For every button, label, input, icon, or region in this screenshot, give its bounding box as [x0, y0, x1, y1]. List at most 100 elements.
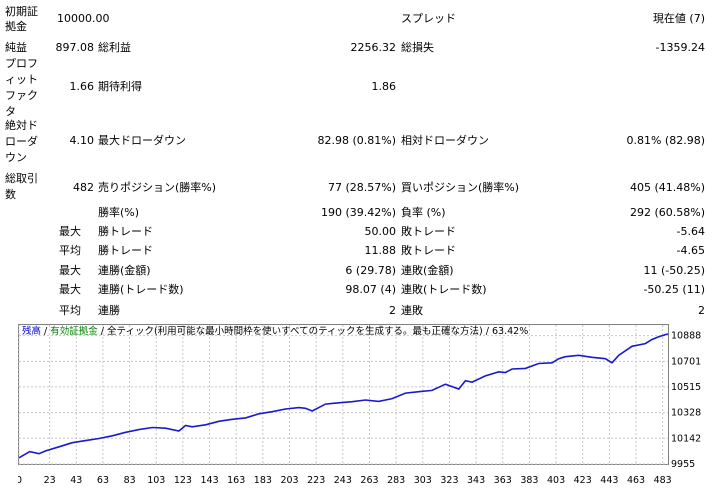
max-consecutive-profit-win-label: 連勝(トレード数): [98, 283, 184, 296]
x-tick-label: 163: [227, 475, 245, 486]
legend-model: 全ティック(利用可能な最小時間枠を使いすべてのティックを生成する。最も正確な方法…: [107, 326, 483, 337]
max-consecutive-win-label: 連勝(金額): [98, 264, 151, 277]
x-tick-label: 263: [360, 475, 378, 486]
max-consecutive-profit-win-value: 98.07 (4): [345, 283, 396, 296]
average-win-label: 勝トレード: [98, 244, 153, 257]
x-tick-label: 443: [600, 475, 618, 486]
avg-consecutive-win-value: 2: [389, 304, 396, 317]
gross-loss-label: 総損失: [401, 41, 434, 54]
avg-consecutive-prefix: 平均: [59, 304, 81, 317]
x-tick-label: 103: [147, 475, 165, 486]
x-tick-label: 383: [520, 475, 538, 486]
gross-profit-value: 2256.32: [350, 41, 397, 54]
long-positions-label: 買いポジション(勝率%): [401, 181, 520, 194]
long-positions-value: 405 (41.48%): [629, 181, 705, 194]
expected-payoff-value: 1.86: [371, 80, 397, 93]
loss-rate-value: 292 (60.58%): [629, 206, 705, 219]
absolute-drawdown-value: 4.10: [69, 134, 95, 147]
max-consecutive-profit-loss-value: -50.25 (11): [643, 283, 705, 296]
avg-consecutive-loss-value: 2: [698, 304, 705, 317]
short-positions-label: 売りポジション(勝率%): [98, 181, 217, 194]
relative-drawdown-value: 0.81% (82.98): [626, 134, 705, 147]
x-tick-label: 323: [440, 475, 458, 486]
x-tick-label: 283: [387, 475, 405, 486]
absolute-drawdown-label: 絶対ドローダウン: [5, 119, 38, 164]
y-tick-label: 9955: [671, 459, 695, 470]
x-tick-label: 203: [280, 475, 298, 486]
grid-layer: [18, 325, 668, 465]
max-consecutive-prefix: 最大: [59, 264, 81, 277]
net-profit-value: 897.08: [55, 41, 95, 54]
profit-factor-value: 1.66: [69, 80, 95, 93]
short-positions-value: 77 (28.57%): [327, 181, 396, 194]
x-tick-label: 83: [124, 475, 136, 486]
largest-loss-value: -5.64: [676, 225, 705, 238]
gross-profit-label: 総利益: [98, 41, 131, 54]
largest-win-label: 勝トレード: [98, 225, 153, 238]
x-tick-label: 23: [44, 475, 56, 486]
gross-loss-value: -1359.24: [655, 41, 705, 54]
expected-payoff-label: 期待利得: [98, 80, 142, 93]
relative-drawdown-label: 相対ドローダウン: [401, 134, 489, 147]
x-tick-label: 423: [574, 475, 592, 486]
y-tick-label: 10888: [671, 331, 701, 342]
total-trades-value: 482: [73, 181, 94, 194]
x-tick-label: 463: [627, 475, 645, 486]
average-win-value: 11.88: [364, 244, 397, 257]
x-tick-label: 183: [254, 475, 272, 486]
y-tick-label: 10328: [671, 408, 701, 419]
initial-deposit-value: 10000.00: [57, 12, 110, 25]
max-consecutive-profit-prefix: 最大: [59, 283, 81, 296]
balance-series-line: [18, 333, 669, 459]
legend-separator-2: /: [97, 326, 108, 337]
legend-separator-3: /: [482, 326, 493, 337]
x-tick-label: 343: [467, 475, 485, 486]
x-tick-label: 123: [174, 475, 192, 486]
y-tick-layer: 9955 10142 10328 10515 10701 10888: [671, 331, 701, 470]
x-tick-label: 403: [547, 475, 565, 486]
x-tick-layer: 0 23 43 63 83 103 123 143 163 183 203 223 243 263 283 3…: [18, 475, 672, 486]
legend-balance: 残高: [22, 326, 42, 337]
x-tick-label: 43: [70, 475, 82, 486]
legend-equity: 有効証拠金: [50, 326, 98, 337]
avg-consecutive-win-label: 連勝: [98, 304, 120, 317]
x-tick-label: 483: [654, 475, 672, 486]
spread-value: 現在値 (7): [652, 12, 705, 25]
x-tick-label: 0: [18, 475, 22, 486]
x-tick-label: 143: [200, 475, 218, 486]
y-tick-label: 10142: [671, 433, 701, 444]
win-rate-label: 勝率(%): [98, 206, 140, 219]
x-tick-label: 63: [97, 475, 109, 486]
balance-chart-svg: 0 23 43 63 83 103 123 143 163 183 203 223 243 263 283 3…: [18, 324, 701, 486]
legend-separator-1: /: [41, 326, 51, 337]
legend-quality: 63.42%: [492, 326, 529, 337]
average-loss-value: -4.65: [676, 244, 705, 257]
x-tick-label: 223: [307, 475, 325, 486]
avg-consecutive-loss-label: 連敗: [401, 304, 423, 317]
loss-rate-label: 負率 (%): [401, 206, 446, 219]
y-tick-label: 10515: [671, 382, 701, 393]
plot-frame: [18, 324, 669, 465]
initial-deposit-label: 初期証拠金: [5, 5, 38, 33]
balance-chart: 0 23 43 63 83 103 123 143 163 183 203 223 243 263 283 3…: [18, 324, 719, 490]
largest-prefix: 最大: [59, 225, 81, 238]
x-tick-label: 243: [334, 475, 352, 486]
maximal-drawdown-label: 最大ドローダウン: [98, 134, 186, 147]
average-prefix: 平均: [59, 244, 81, 257]
average-loss-label: 敗トレード: [401, 244, 456, 257]
max-consecutive-loss-value: 11 (-50.25): [643, 264, 705, 277]
x-tick-label: 363: [494, 475, 512, 486]
net-profit-label: 純益: [5, 41, 27, 54]
max-consecutive-profit-loss-label: 連敗(トレード数): [401, 283, 487, 296]
line-layer: [18, 333, 669, 459]
profit-factor-label: プロフィットファクタ: [5, 57, 38, 118]
spread-label: スプレッド: [401, 12, 456, 25]
win-rate-value: 190 (39.42%): [320, 206, 396, 219]
max-consecutive-win-value: 6 (29.78): [345, 264, 396, 277]
x-tick-label: 303: [414, 475, 432, 486]
largest-win-value: 50.00: [364, 225, 397, 238]
y-tick-label: 10701: [671, 356, 701, 367]
total-trades-label: 総取引数: [5, 172, 38, 201]
chart-legend: 残高 / 有効証拠金 / 全ティック(利用可能な最小時間枠を使いすべてのティック…: [22, 326, 528, 338]
maximal-drawdown-value: 82.98 (0.81%): [317, 134, 396, 147]
